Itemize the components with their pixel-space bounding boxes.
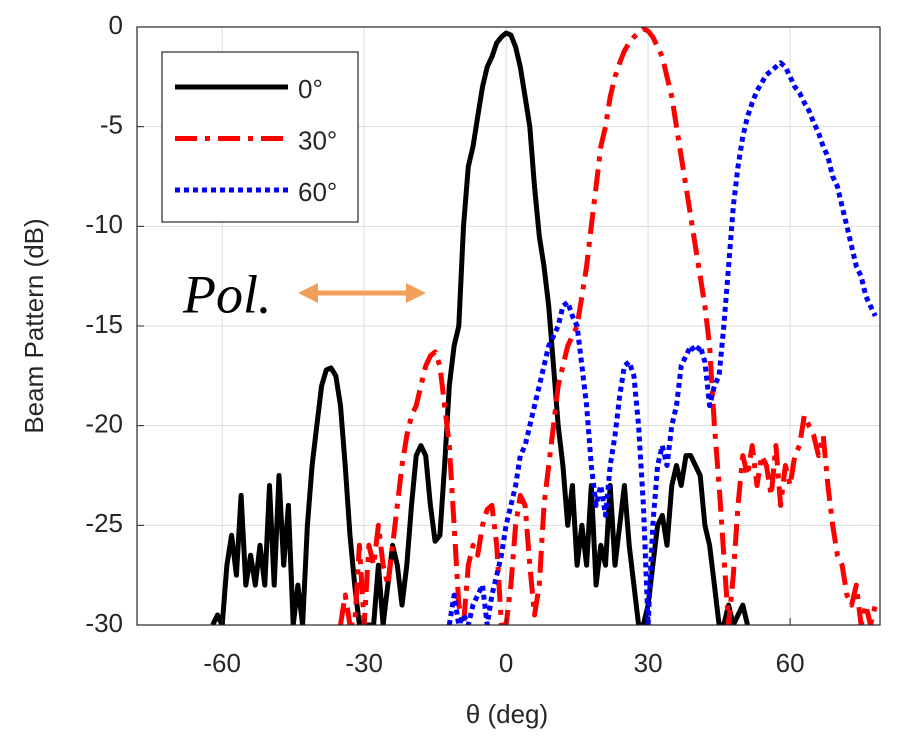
x-tick-label: 0 <box>499 648 513 678</box>
legend-label: 0° <box>298 74 323 104</box>
y-tick-label: -30 <box>85 608 123 638</box>
y-tick-label: -10 <box>85 209 123 239</box>
y-tick-label: -5 <box>100 110 123 140</box>
x-axis-label: θ (deg) <box>466 699 548 729</box>
legend-label: 30° <box>298 125 337 155</box>
x-tick-label: -30 <box>345 648 383 678</box>
x-tick-label: 30 <box>634 648 663 678</box>
y-tick-label: -20 <box>85 409 123 439</box>
series-line <box>210 30 750 625</box>
annotation: Pol. <box>182 264 272 324</box>
x-tick-label: -60 <box>203 648 241 678</box>
y-tick-label: -15 <box>85 309 123 339</box>
series-line <box>338 27 878 625</box>
series-line <box>446 60 878 625</box>
legend-label: 60° <box>298 177 337 207</box>
y-axis-label: Beam Pattern (dB) <box>19 218 49 433</box>
x-tick-label: 60 <box>776 648 805 678</box>
y-tick-label: -25 <box>85 508 123 538</box>
y-tick-label: 0 <box>109 10 123 40</box>
polarization-arrow <box>298 283 426 303</box>
